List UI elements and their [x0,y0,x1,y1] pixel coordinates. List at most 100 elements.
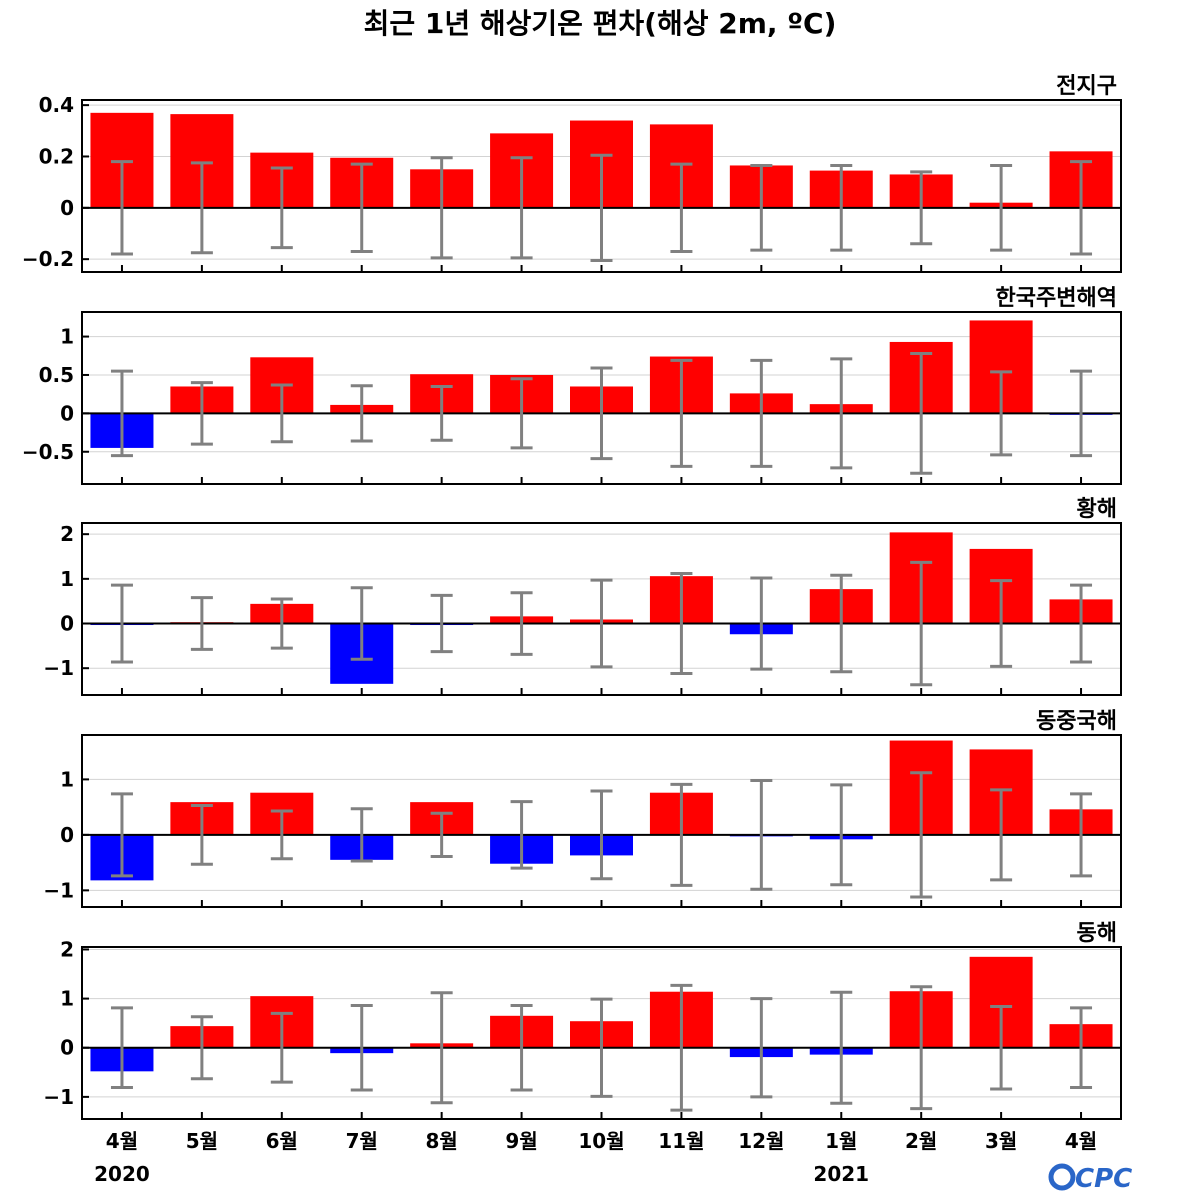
error-bar [110,792,133,878]
cpc-logo: CPC [1048,1163,1132,1194]
x-tick-label: 2월 [905,1129,937,1153]
x-tick-label: 7월 [346,1129,378,1153]
y-tick-label: 1 [60,567,74,591]
y-tick-label: 2 [60,937,74,961]
error-bar [510,377,533,450]
error-bar [990,579,1013,668]
logo-ring-icon [1048,1163,1076,1191]
y-tick-label: −1 [43,656,74,680]
error-bar [830,357,853,470]
error-bar [910,771,933,899]
error-bar [750,997,773,1099]
error-bar [670,782,693,887]
region-label: 한국주변해역 [996,286,1117,311]
error-bar [590,578,613,669]
x-tick-label: 3월 [985,1129,1017,1153]
logo-text: CPC [1075,1164,1132,1194]
y-tick-label: 1 [60,987,74,1011]
error-bar [1070,583,1093,664]
error-bar [990,370,1013,457]
error-bar [270,809,293,861]
error-bar [590,366,613,461]
x-tick-label: 4월 [106,1129,138,1153]
y-tick-label: 0 [60,1036,74,1060]
error-bar [750,163,773,252]
y-tick-label: 0 [60,401,74,425]
error-bar [350,1003,373,1092]
error-bar [350,384,373,443]
error-bar [190,161,213,255]
error-bar [910,170,933,246]
error-bar [190,381,213,446]
error-bar [670,162,693,253]
error-bar [110,369,133,458]
x-tick-label: 11월 [658,1129,704,1153]
error-bar [430,593,453,654]
error-bar [670,983,693,1112]
x-axis: 4월 5월 6월 7월 8월 9월 10월 11월 12월 1월 2월 3월 4월 2020 2021 [94,1129,1097,1186]
error-bar [990,1004,1013,1091]
error-bar [1070,1006,1093,1090]
x-tick-label: 4월 [1065,1129,1097,1153]
error-bar [110,1006,133,1090]
error-bar [910,560,933,687]
panel-1: 1 0.5 0 −0.5 한국주변해역 [22,286,1122,485]
y-tick-label: −0.5 [22,440,74,464]
y-tick-label: 0.4 [39,93,74,117]
y-tick-label: −0.2 [22,247,74,271]
x-tick-label: 1월 [825,1129,857,1153]
x-tick-label: 9월 [505,1129,537,1153]
error-bar [910,351,933,475]
year-label: 2021 [813,1162,869,1186]
error-bar [110,583,133,664]
error-bar [990,163,1013,252]
error-bar [910,985,933,1111]
error-bar [190,596,213,651]
error-bar [110,160,133,256]
error-bar [350,162,373,253]
panel-2: 2 1 0 −1 황해 [43,497,1122,696]
error-bar [830,990,853,1105]
error-bar [1070,792,1093,878]
chart-title: 최근 1년 해상기온 편차(해상 2m, ºC) [364,7,837,40]
error-bar [190,1015,213,1081]
error-bar [590,789,613,881]
error-bar [430,384,453,442]
error-bar [1070,160,1093,256]
y-tick-label: 0 [60,823,74,847]
error-bar [830,573,853,674]
error-bar [1070,369,1093,458]
error-bar [590,153,613,262]
region-label: 동해 [1077,921,1117,946]
y-tick-label: −1 [43,878,74,902]
x-tick-label: 6월 [266,1129,298,1153]
error-bar [670,571,693,676]
y-tick-label: −1 [43,1085,74,1109]
error-bar [270,597,293,650]
y-tick-label: 1 [60,767,74,791]
x-tick-label: 8월 [425,1129,457,1153]
error-bar [830,163,853,252]
error-bar [990,788,1013,882]
y-tick-label: 0.5 [39,363,74,387]
error-bar [430,811,453,859]
panel-0: 0.4 0.2 0 −0.2 전지구 [22,74,1122,273]
year-label: 2020 [94,1162,150,1186]
error-bar [510,591,533,656]
region-label: 황해 [1077,497,1117,522]
error-bar [270,166,293,250]
error-bar [430,991,453,1105]
error-bar [750,576,773,671]
y-tick-label: 2 [60,522,74,546]
x-tick-label: 10월 [578,1129,624,1153]
chart-panels: 0.4 0.2 0 −0.2 전지구 1 0.5 0 −0.5 한국주변해역 2 1 0 −1 황해 1 0 −1… [22,74,1122,1120]
region-label: 동중국해 [1036,709,1117,734]
error-bar [510,800,533,870]
y-tick-label: 0.2 [39,144,74,168]
y-tick-label: 0 [60,196,74,220]
y-tick-label: 1 [60,325,74,349]
error-bar [270,383,293,444]
panel-4: 2 1 0 −1 동해 [43,921,1122,1120]
panel-3: 1 0 −1 동중국해 [43,709,1122,908]
